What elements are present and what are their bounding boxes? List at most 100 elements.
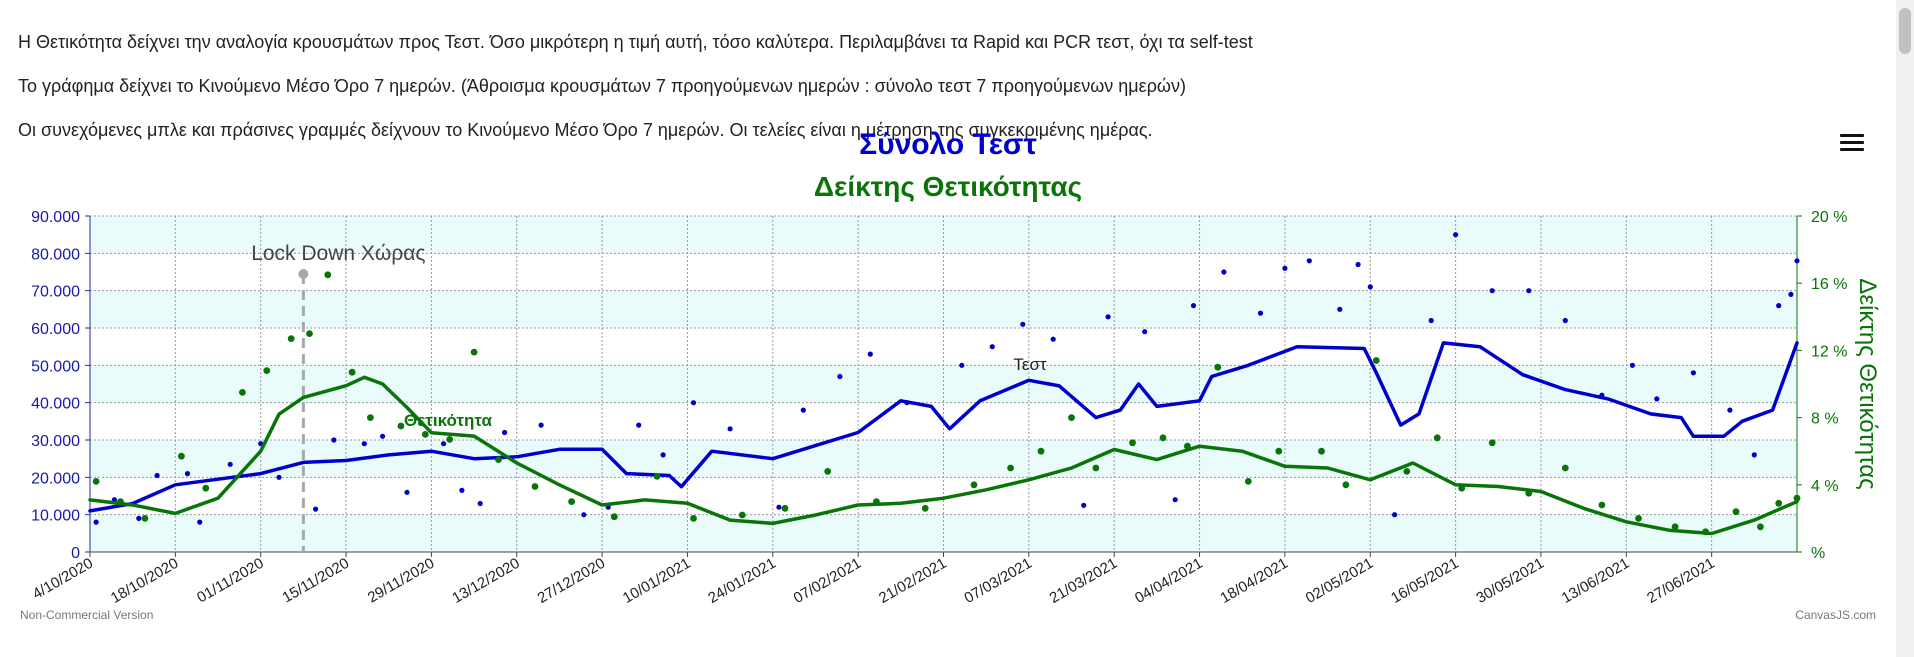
data-point-positivity <box>367 414 374 421</box>
lockdown-annotation-label: Lock Down Χώρας <box>251 242 425 265</box>
y-left-tick-label: 90.000 <box>31 209 80 226</box>
data-point-tests <box>136 515 142 521</box>
data-point-tests <box>959 362 965 368</box>
data-point-positivity <box>1598 501 1606 509</box>
y-left-tick-label: 80.000 <box>31 246 80 263</box>
data-point-positivity <box>781 504 789 512</box>
data-point-tests <box>459 487 465 493</box>
lockdown-marker-dot <box>298 269 309 279</box>
series-label-positivity: Θετικότητα <box>404 411 493 430</box>
data-point-tests <box>404 489 410 495</box>
x-tick-label: 21/03/2021 <box>1047 555 1121 607</box>
data-point-positivity <box>1184 442 1191 450</box>
data-point-tests <box>1306 258 1312 264</box>
data-point-positivity <box>287 335 295 342</box>
x-tick-label: 30/05/2021 <box>1473 555 1547 607</box>
x-tick-label: 16/05/2021 <box>1388 555 1462 607</box>
data-point-tests <box>1392 512 1398 518</box>
scrollbar-thumb[interactable] <box>1899 8 1911 54</box>
x-tick-label: 4/10/2020 <box>30 555 96 603</box>
data-point-positivity <box>1342 481 1350 489</box>
y-right-tick-label: % <box>1811 545 1825 562</box>
data-point-positivity <box>610 513 618 521</box>
data-point-tests <box>690 400 697 406</box>
data-point-positivity <box>117 498 124 505</box>
x-tick-label: 27/12/2020 <box>535 555 609 607</box>
data-point-tests <box>154 472 160 479</box>
data-point-tests <box>380 433 386 439</box>
data-point-tests <box>1776 303 1782 309</box>
intro-paragraph-legend-explanation: Οι συνεχόμενες μπλε και πράσινες γραμμές… <box>18 120 1153 140</box>
data-point-positivity <box>1318 447 1325 455</box>
data-point-positivity <box>1671 523 1679 531</box>
hamburger-menu-icon-bar <box>1840 141 1864 144</box>
plot-band <box>90 440 1797 478</box>
tests-positivity-chart: 0 10.000 20.000 30.000 40.000 50.000 60.000 70.… <box>20 128 1881 622</box>
data-point-tests <box>1489 288 1495 294</box>
data-point-positivity <box>1214 363 1222 371</box>
x-tick-label: 18/04/2021 <box>1217 555 1291 607</box>
data-point-tests <box>313 506 319 512</box>
data-point-positivity <box>873 498 880 505</box>
data-point-tests <box>1257 310 1264 316</box>
data-point-positivity <box>531 483 539 490</box>
data-point-tests <box>477 500 483 507</box>
x-tick-label: 29/11/2020 <box>365 555 438 607</box>
data-point-tests <box>1727 407 1733 413</box>
x-tick-label: 04/04/2021 <box>1132 555 1206 607</box>
data-point-tests <box>1221 269 1227 275</box>
data-point-tests <box>727 426 733 432</box>
data-point-tests <box>904 400 910 406</box>
data-point-positivity <box>446 436 454 443</box>
data-point-tests <box>989 344 995 350</box>
series-label-tests: Τεστ <box>1013 355 1047 374</box>
data-point-positivity <box>1159 434 1167 442</box>
data-point-positivity <box>1702 528 1709 536</box>
credit-canvasjs: CanvasJS.com <box>1795 608 1876 622</box>
data-point-positivity <box>1488 439 1496 447</box>
data-point-positivity <box>921 504 929 512</box>
y-right-tick-label: 8 % <box>1811 411 1839 428</box>
y-right-axis-title: Δείκτης Θετικότητας <box>1854 278 1881 489</box>
data-point-positivity <box>397 422 405 430</box>
y-right-tick-label: 20 % <box>1811 209 1847 226</box>
data-point-positivity <box>495 456 502 463</box>
data-point-tests <box>581 512 587 518</box>
data-point-tests <box>197 519 203 525</box>
data-point-tests <box>331 437 337 443</box>
data-point-positivity <box>690 515 697 522</box>
chart-subtitle: Δείκτης Θετικότητας <box>814 171 1082 202</box>
data-point-tests <box>276 474 282 480</box>
y-right-tick-label: 16 % <box>1811 276 1847 293</box>
data-point-positivity <box>141 515 149 522</box>
data-point-positivity <box>738 511 746 519</box>
data-point-positivity <box>421 431 429 438</box>
data-point-positivity <box>306 330 313 337</box>
x-tick-label: 01/11/2020 <box>194 555 267 607</box>
data-point-positivity <box>824 468 832 475</box>
y-left-tick-label: 10.000 <box>31 508 80 525</box>
data-point-tests <box>776 504 782 510</box>
data-point-positivity <box>1757 523 1764 531</box>
page-scrollbar[interactable] <box>1896 0 1914 657</box>
chart-title: Σύνολο Τεστ <box>859 128 1037 161</box>
data-point-positivity <box>1068 414 1075 421</box>
data-point-positivity <box>92 478 100 485</box>
data-point-positivity <box>202 484 210 492</box>
data-point-positivity <box>324 271 332 279</box>
data-point-tests <box>660 452 666 458</box>
data-point-tests <box>1629 362 1635 368</box>
data-point-tests <box>538 422 544 428</box>
data-point-tests <box>1562 317 1568 324</box>
data-point-tests <box>636 422 642 428</box>
data-point-positivity <box>653 473 661 480</box>
data-point-positivity <box>1244 478 1252 485</box>
data-point-tests <box>1190 303 1197 309</box>
y-left-tick-label: 40.000 <box>31 396 80 413</box>
data-point-tests <box>1526 288 1532 294</box>
data-point-tests <box>1105 314 1111 320</box>
data-point-tests <box>1751 452 1757 458</box>
intro-paragraph-moving-average: Το γράφημα δείχνει το Κινούμενο Μέσο Όρο… <box>18 76 1186 96</box>
chart-menu-button[interactable] <box>1838 130 1866 156</box>
data-point-positivity <box>1793 494 1801 502</box>
